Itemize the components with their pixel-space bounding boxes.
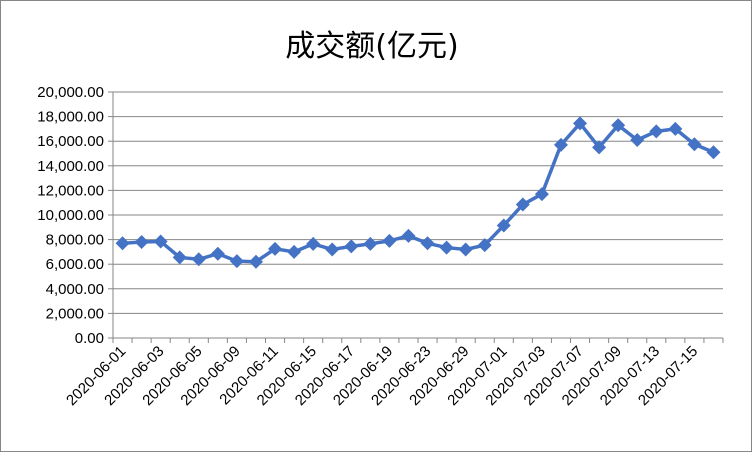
data-point-marker [191, 252, 206, 267]
y-tick-label: 2,000.00 [46, 305, 104, 322]
data-point-marker [210, 246, 225, 261]
series-line [122, 121, 715, 264]
chart-title: 成交额(亿元) [285, 29, 458, 64]
data-point-marker [573, 116, 588, 131]
data-point-marker [401, 228, 416, 243]
data-point-marker [477, 238, 492, 253]
y-tick-label: 16,000.00 [37, 133, 104, 150]
y-tick-label: 18,000.00 [37, 109, 104, 126]
y-axis-ticks: 0.00 2,000.00 4,000.00 6,000.00 8,000.00 10,0… [37, 84, 113, 347]
data-point-marker [344, 239, 359, 254]
gridlines [113, 91, 723, 314]
data-point-marker [248, 254, 263, 269]
y-tick-label: 0.00 [75, 330, 104, 347]
data-point-marker [115, 236, 130, 251]
y-tick-label: 10,000.00 [37, 207, 104, 224]
y-tick-label: 12,000.00 [37, 182, 104, 199]
data-point-marker [325, 242, 340, 257]
data-point-marker [306, 236, 321, 251]
data-point-marker [611, 118, 626, 133]
data-point-marker [363, 236, 378, 251]
data-point-marker [153, 234, 168, 249]
data-point-marker [458, 242, 473, 257]
data-point-marker [630, 132, 645, 147]
data-point-marker [534, 187, 549, 202]
data-point-marker [592, 140, 607, 155]
data-point-marker [649, 124, 664, 139]
data-point-marker [496, 218, 511, 233]
data-point-marker [287, 244, 302, 259]
data-point-marker [420, 236, 435, 251]
y-tick-label: 4,000.00 [46, 281, 104, 298]
data-point-marker [706, 145, 721, 160]
y-tick-label: 8,000.00 [46, 232, 104, 249]
data-point-marker [553, 137, 568, 152]
data-point-marker [172, 250, 187, 265]
series-layer [115, 116, 721, 269]
data-point-marker [439, 240, 454, 255]
x-axis-ticks: 2020-06-012020-06-032020-06-052020-06-09… [63, 338, 724, 409]
y-tick-label: 20,000.00 [37, 84, 104, 101]
data-point-marker [134, 235, 149, 250]
y-tick-label: 6,000.00 [46, 256, 104, 273]
data-point-marker [687, 137, 702, 152]
data-point-marker [268, 241, 283, 256]
data-point-marker [382, 233, 397, 248]
y-tick-label: 14,000.00 [37, 158, 104, 175]
data-point-marker [668, 121, 683, 136]
data-point-marker [515, 197, 530, 212]
data-point-marker [229, 254, 244, 269]
